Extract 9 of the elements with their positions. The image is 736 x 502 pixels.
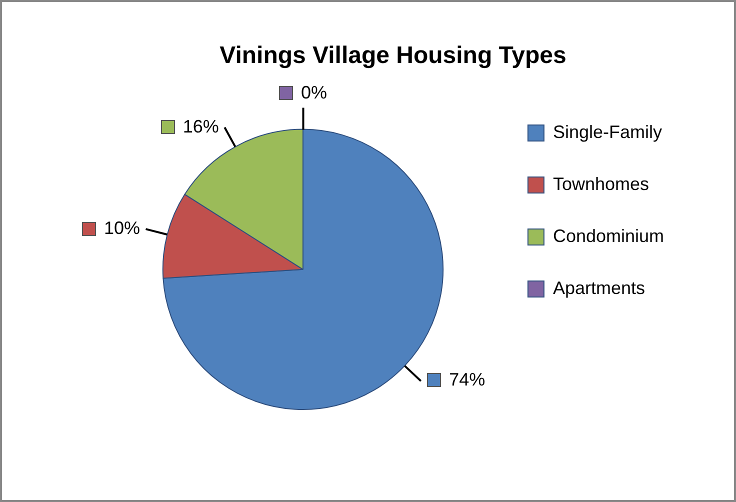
legend-label: Single-Family [552, 122, 662, 142]
data-label: 16% [182, 116, 219, 136]
legend-label: Townhomes [552, 174, 649, 194]
legend-label: Apartments [552, 278, 645, 298]
chart-title: Vinings Village Housing Types [220, 42, 566, 70]
data-label: 74% [449, 369, 486, 390]
text: 0% [300, 82, 327, 102]
legend-label: Condominium [552, 226, 664, 246]
data-label: 10% [104, 218, 140, 238]
